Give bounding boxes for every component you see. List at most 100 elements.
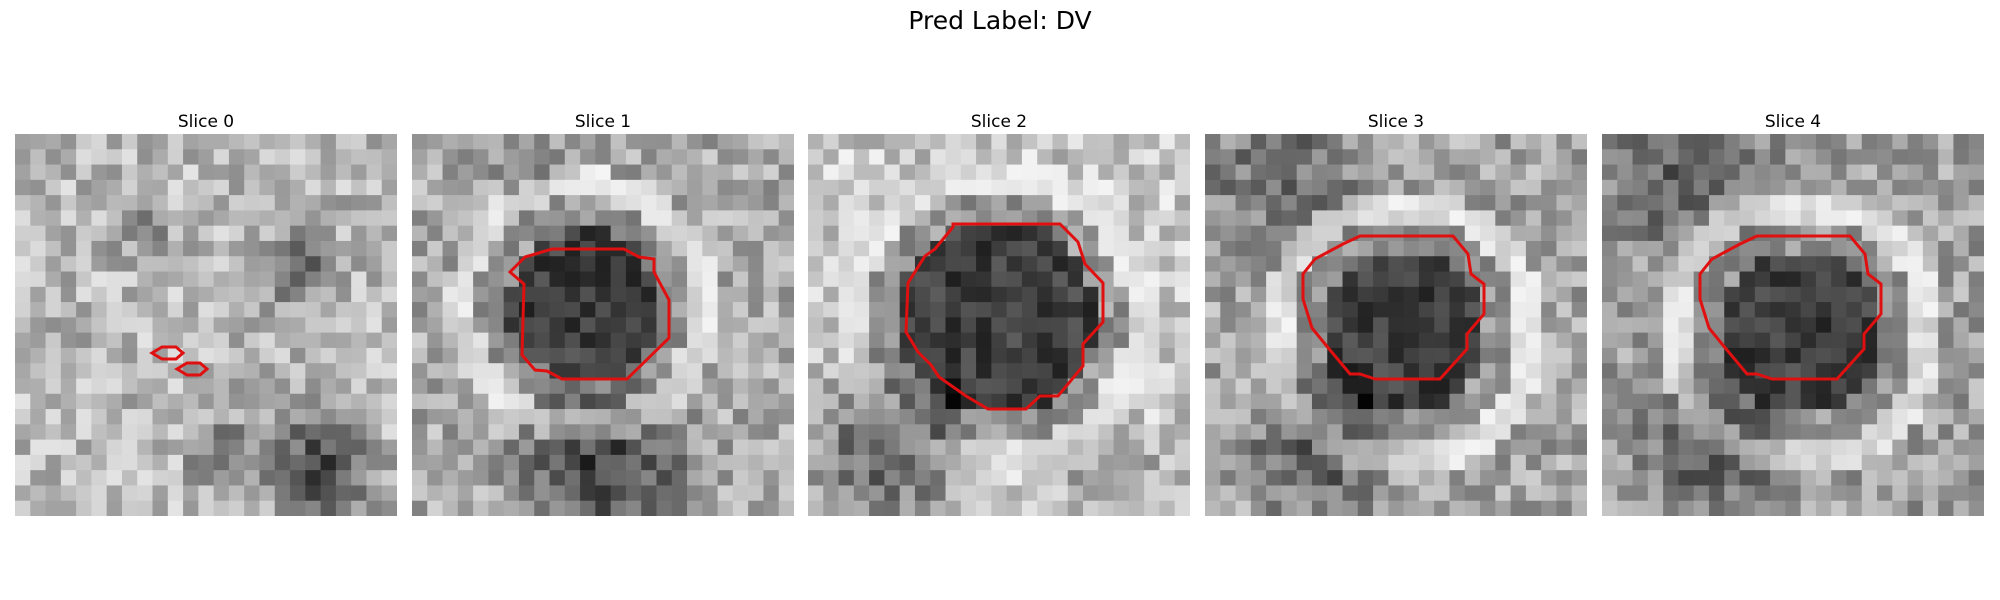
pixel-cell <box>641 393 658 410</box>
pixel-cell <box>1037 271 1054 288</box>
pixel-cell <box>1693 424 1710 441</box>
pixel-cell <box>884 393 901 410</box>
pixel-cell <box>121 286 138 303</box>
pixel-cell <box>1846 332 1863 349</box>
pixel-cell <box>1602 363 1618 380</box>
pixel-cell <box>1846 363 1863 380</box>
pixel-cell <box>137 424 154 441</box>
pixel-cell <box>1098 240 1115 257</box>
pixel-cell <box>1617 439 1634 456</box>
pixel-cell <box>1693 164 1710 181</box>
pixel-cell <box>1495 149 1512 166</box>
pixel-cell <box>76 470 92 487</box>
pixel-cell <box>610 378 627 395</box>
pixel-cell <box>1235 210 1252 227</box>
pixel-cell <box>137 164 154 181</box>
pixel-cell <box>1770 470 1786 487</box>
pixel-cell <box>1418 195 1435 211</box>
pixel-cell <box>1021 454 1038 471</box>
pixel-cell <box>595 286 612 303</box>
pixel-cell <box>1159 424 1176 441</box>
pixel-cell <box>930 393 947 410</box>
pixel-cell <box>1571 439 1587 456</box>
pixel-cell <box>1403 500 1420 516</box>
pixel-cell <box>1311 409 1328 425</box>
pixel-cell <box>457 195 474 211</box>
pixel-cell <box>106 195 123 211</box>
pixel-cell <box>1037 347 1054 364</box>
pixel-cell <box>991 271 1008 288</box>
pixel-cell <box>1067 195 1084 211</box>
pixel-cell <box>1541 500 1558 516</box>
pixel-cell <box>1815 195 1832 211</box>
pixel-cell <box>717 439 734 456</box>
pixel-cell <box>869 454 885 471</box>
pixel-cell <box>15 134 31 150</box>
pixel-cell <box>1220 240 1237 257</box>
pixel-cell <box>1892 225 1909 242</box>
pixel-cell <box>442 225 459 242</box>
pixel-cell <box>259 286 276 303</box>
pixel-cell <box>1495 225 1512 242</box>
pixel-cell <box>30 179 47 196</box>
pixel-cell <box>1159 409 1176 425</box>
pixel-cell <box>823 271 840 288</box>
pixel-cell <box>1663 225 1679 242</box>
pixel-cell <box>656 225 673 242</box>
pixel-cell <box>1831 409 1848 425</box>
pixel-cell <box>930 225 947 242</box>
pixel-cell <box>1663 378 1679 395</box>
pixel-cell <box>1541 485 1558 502</box>
pixel-cell <box>45 454 62 471</box>
pixel-cell <box>1708 164 1725 181</box>
pixel-cell <box>853 347 870 364</box>
pixel-cell <box>1159 378 1176 395</box>
pixel-cell <box>748 302 765 318</box>
pixel-cell <box>1541 134 1558 150</box>
pixel-cell <box>763 240 780 257</box>
pixel-cell <box>1021 317 1038 334</box>
pixel-cell <box>366 149 383 166</box>
pixel-cell <box>838 317 855 334</box>
pixel-cell <box>183 500 199 516</box>
pixel-cell <box>1021 439 1038 456</box>
pixel-cell <box>960 347 977 364</box>
pixel-cell <box>1281 454 1298 471</box>
pixel-cell <box>1403 302 1420 318</box>
pixel-cell <box>152 409 169 425</box>
pixel-cell <box>580 286 596 303</box>
pixel-cell <box>106 256 123 273</box>
pixel-cell <box>1617 134 1634 150</box>
pixel-cell <box>1617 485 1634 502</box>
pixel-cell <box>259 409 276 425</box>
pixel-cell <box>687 363 703 380</box>
pixel-cell <box>1907 286 1924 303</box>
pixel-cell <box>1311 195 1328 211</box>
pixel-cell <box>320 240 337 257</box>
pixel-cell <box>488 134 505 150</box>
pixel-cell <box>1327 286 1344 303</box>
pixel-cell <box>30 210 47 227</box>
pixel-cell <box>763 332 780 349</box>
pixel-cell <box>1647 393 1664 410</box>
pixel-cell <box>930 302 947 318</box>
pixel-cell <box>1144 240 1161 257</box>
pixel-cell <box>1678 485 1695 502</box>
pixel-cell <box>1067 393 1084 410</box>
pixel-cell <box>488 454 505 471</box>
pixel-cell <box>1250 134 1267 150</box>
pixel-cell <box>1403 485 1420 502</box>
pixel-cell <box>457 302 474 318</box>
pixel-cell <box>732 225 749 242</box>
pixel-cell <box>1968 347 1984 364</box>
pixel-cell <box>45 256 62 273</box>
pixel-cell <box>1647 500 1664 516</box>
pixel-cell <box>580 347 596 364</box>
pixel-cell <box>381 195 397 211</box>
pixel-cell <box>610 317 627 334</box>
pixel-cell <box>1953 225 1970 242</box>
pixel-cell <box>1327 210 1344 227</box>
pixel-cell <box>442 470 459 487</box>
pixel-cell <box>717 179 734 196</box>
pixel-cell <box>1098 225 1115 242</box>
